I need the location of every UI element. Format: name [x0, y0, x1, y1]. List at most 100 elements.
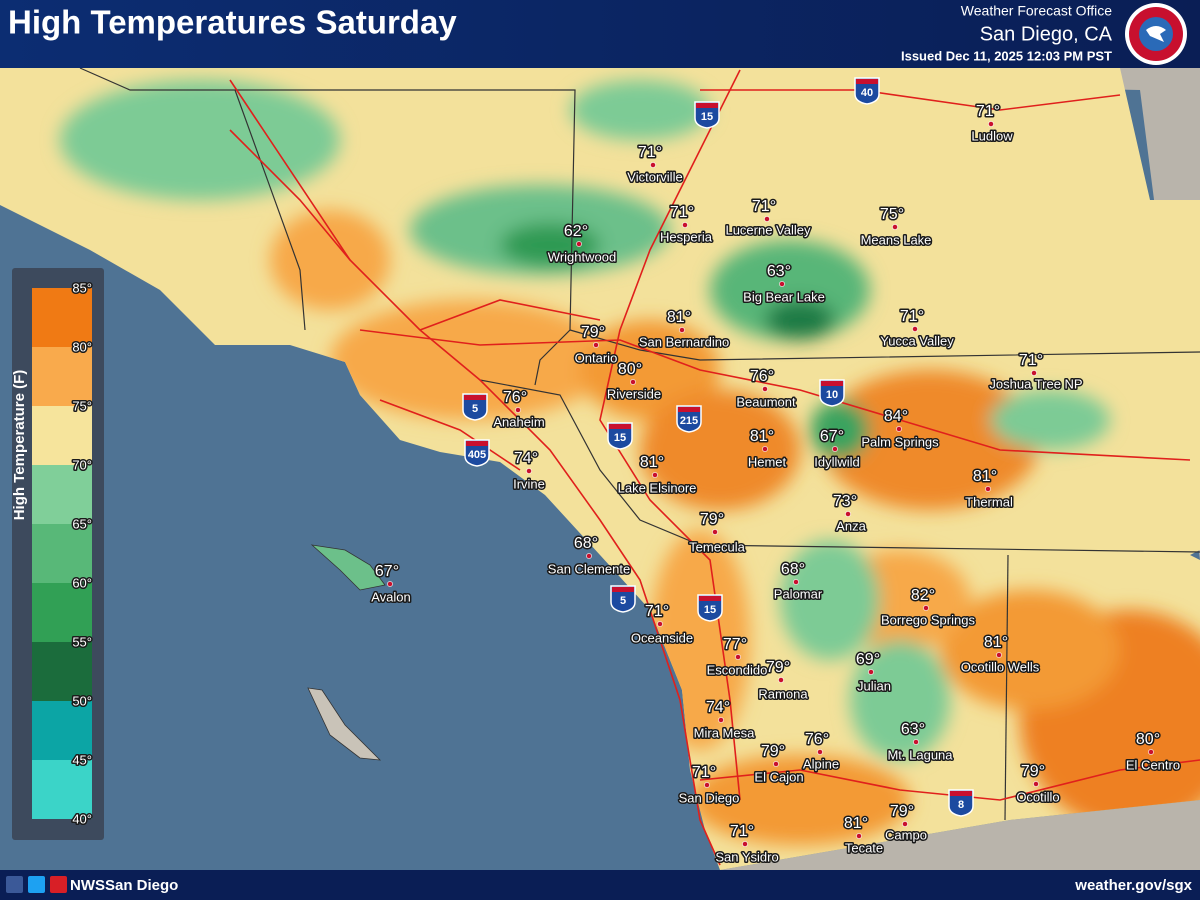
shield-top	[821, 381, 843, 386]
city-dot	[526, 468, 532, 474]
city-temp: 81°	[984, 634, 1008, 651]
city-dot	[650, 162, 656, 168]
city-dot	[996, 652, 1002, 658]
city-name: Julian	[857, 678, 891, 693]
city-temp: 63°	[901, 721, 925, 738]
city-name: Wrightwood	[548, 249, 616, 264]
city-name: Escondido	[707, 662, 768, 677]
city-temp: 76°	[805, 731, 829, 748]
city-temp: 75°	[880, 206, 904, 223]
city-name: Borrego Springs	[881, 612, 975, 627]
city-dot	[1031, 370, 1037, 376]
city-dot	[923, 605, 929, 611]
legend-band	[32, 406, 92, 465]
city-dot	[576, 241, 582, 247]
city-dot	[832, 446, 838, 452]
legend-band	[32, 288, 92, 347]
shield-top	[678, 407, 700, 412]
city-temp: 71°	[730, 823, 754, 840]
location: San Diego, CA	[980, 23, 1113, 45]
city-temp: 62°	[564, 223, 588, 240]
city-dot	[630, 379, 636, 385]
city-name: San Bernardino	[639, 334, 729, 349]
city-dot	[892, 224, 898, 230]
city-dot	[985, 486, 991, 492]
legend-band	[32, 347, 92, 406]
legend-band	[32, 760, 92, 819]
city-name: Hesperia	[660, 229, 713, 244]
city-temp: 80°	[618, 361, 642, 378]
city-dot	[902, 821, 908, 827]
city-temp: 79°	[1021, 763, 1045, 780]
city-dot	[704, 782, 710, 788]
highway-shield	[464, 439, 490, 467]
city-name: Lake Elsinore	[618, 480, 697, 495]
highway-shield	[676, 405, 702, 433]
highway-number: 215	[680, 415, 698, 427]
twitter-icon[interactable]	[28, 876, 45, 893]
legend-tick-label: 75°	[72, 398, 92, 413]
city-name: Alpine	[803, 756, 839, 771]
city-name: Ramona	[758, 686, 808, 701]
city-name: Palomar	[774, 586, 823, 601]
highway-number: 5	[620, 595, 626, 607]
city-temp: 71°	[645, 603, 669, 620]
city-temp: 71°	[900, 308, 924, 325]
city-temp: 81°	[667, 309, 691, 326]
city-dot	[679, 327, 685, 333]
legend-tick-label: 60°	[72, 575, 92, 590]
footer-bar	[0, 870, 1200, 900]
highway-number: 10	[826, 389, 838, 401]
city-dot	[742, 841, 748, 847]
city-temp: 81°	[750, 428, 774, 445]
city-name: Anaheim	[493, 414, 544, 429]
highway-number: 405	[468, 449, 486, 461]
city-dot	[682, 222, 688, 228]
city-name: Means Lake	[861, 232, 932, 247]
city-name: Ontario	[575, 350, 618, 365]
city-name: San Clemente	[548, 561, 630, 576]
city-name: Ocotillo	[1016, 789, 1059, 804]
city-name: Oceanside	[631, 630, 693, 645]
website[interactable]: weather.gov/sgx	[1074, 877, 1192, 894]
city-dot	[735, 654, 741, 660]
city-dot	[657, 621, 663, 627]
legend-band	[32, 465, 92, 524]
city-dot	[913, 739, 919, 745]
highway-number: 40	[861, 87, 873, 99]
city-temp: 76°	[503, 389, 527, 406]
city-dot	[793, 579, 799, 585]
facebook-icon[interactable]	[6, 876, 23, 893]
highway-shield	[697, 594, 723, 622]
social-handle: NWSSan Diego	[70, 877, 178, 894]
city-temp: 81°	[640, 454, 664, 471]
city-temp: 71°	[670, 204, 694, 221]
city-name: San Ysidro	[715, 849, 778, 864]
city-temp: 71°	[752, 198, 776, 215]
city-temp: 68°	[574, 535, 598, 552]
legend-band	[32, 524, 92, 583]
city-dot	[762, 386, 768, 392]
city-name: Hemet	[748, 454, 787, 469]
city-temp: 79°	[761, 743, 785, 760]
legend-tick-label: 70°	[72, 457, 92, 472]
legend-tick-label: 65°	[72, 516, 92, 531]
city-name: Lucerne Valley	[725, 222, 811, 237]
city-temp: 71°	[638, 144, 662, 161]
city-temp: 69°	[856, 651, 880, 668]
highway-shield	[854, 77, 880, 105]
title: High Temperatures Saturday	[8, 4, 457, 41]
legend-band	[32, 642, 92, 701]
city-dot	[652, 472, 658, 478]
highway-number: 15	[614, 432, 626, 444]
city-temp: 67°	[375, 563, 399, 580]
shield-top	[696, 103, 718, 108]
highway-shield	[610, 585, 636, 613]
city-dot	[1148, 749, 1154, 755]
city-dot	[712, 529, 718, 535]
city-name: El Centro	[1126, 757, 1180, 772]
city-name: Mt. Laguna	[887, 747, 953, 762]
city-name: Beaumont	[736, 394, 796, 409]
youtube-icon[interactable]	[50, 876, 67, 893]
